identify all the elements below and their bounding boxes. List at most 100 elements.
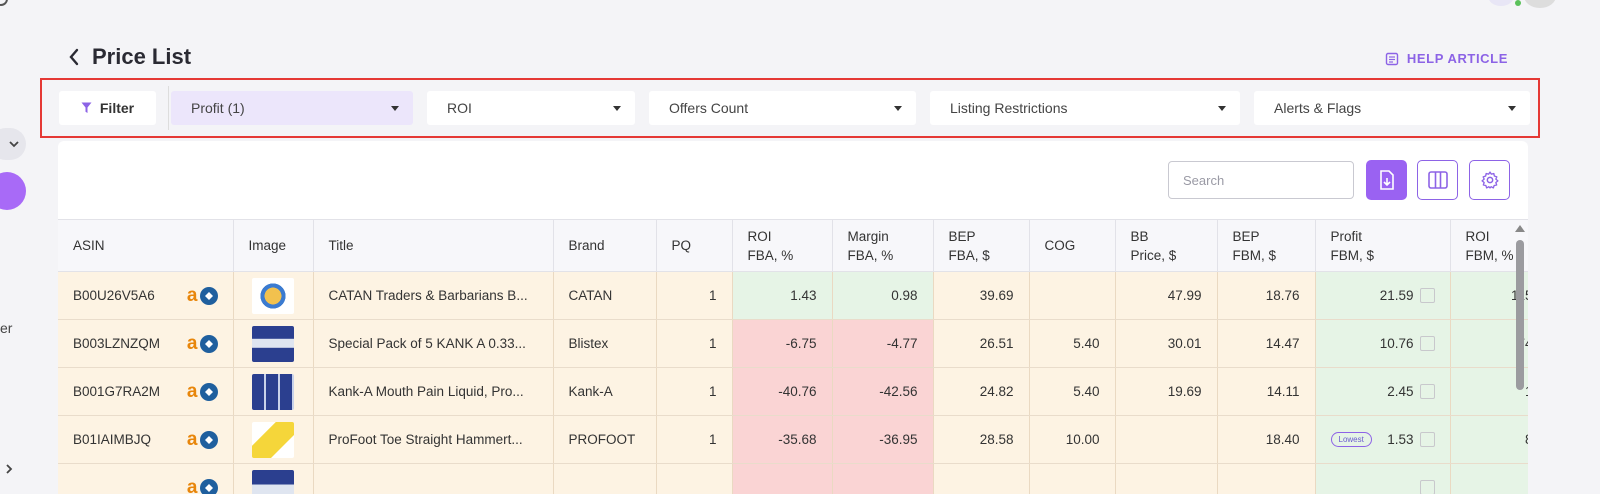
scrollbar-thumb[interactable] bbox=[1516, 240, 1524, 390]
calculator-icon[interactable] bbox=[1419, 336, 1435, 351]
image-cell[interactable] bbox=[233, 271, 314, 320]
alerts-flags-dropdown[interactable]: Alerts & Flags bbox=[1254, 91, 1530, 125]
image-cell[interactable] bbox=[233, 319, 314, 368]
dropdown-label: Listing Restrictions bbox=[950, 100, 1068, 116]
keepa-icon[interactable] bbox=[199, 286, 218, 305]
column-header-asin[interactable]: ASIN bbox=[58, 219, 234, 272]
image-cell[interactable] bbox=[233, 415, 314, 464]
column-header-title[interactable]: Title bbox=[313, 219, 554, 272]
column-header-margin-fba[interactable]: Margin FBA, % bbox=[832, 219, 934, 272]
filter-label: Filter bbox=[99, 100, 135, 116]
listing-restrictions-dropdown[interactable]: Listing Restrictions bbox=[930, 91, 1240, 125]
profit-dropdown[interactable]: Profit (1) bbox=[171, 91, 413, 125]
cog-cell[interactable]: 5.40 bbox=[1029, 367, 1116, 416]
column-header-bb-price[interactable]: BB Price, $ bbox=[1115, 219, 1218, 272]
columns-button[interactable] bbox=[1417, 160, 1458, 200]
columns-icon bbox=[1427, 171, 1448, 189]
asin-cell[interactable]: B003LZNZQM a bbox=[58, 319, 234, 368]
image-cell[interactable] bbox=[233, 367, 314, 416]
search-input[interactable] bbox=[1168, 161, 1354, 199]
calculator-icon[interactable] bbox=[1419, 432, 1435, 447]
amazon-icon[interactable]: a bbox=[186, 476, 198, 494]
amazon-icon[interactable]: a bbox=[186, 428, 198, 450]
table-row[interactable]: B01IAIMBJQ a ProFoot Toe Straight Hammert.… bbox=[58, 415, 1528, 464]
title-cell[interactable]: ProFoot Toe Straight Hammert... bbox=[313, 415, 554, 464]
roi-fbm-cell: 1 bbox=[1450, 367, 1528, 416]
asin-cell[interactable]: B00U26V5A6 a bbox=[58, 271, 234, 320]
online-status-dot bbox=[1515, 0, 1521, 6]
cog-cell[interactable] bbox=[1029, 463, 1116, 494]
filter-button[interactable]: Filter bbox=[59, 91, 156, 125]
bep-fbm-cell: 14.47 bbox=[1217, 319, 1316, 368]
product-thumbnail[interactable] bbox=[252, 469, 294, 494]
table-row[interactable]: B00U26V5A6 a CATAN Traders & Barbarians B.… bbox=[58, 271, 1528, 320]
keepa-icon[interactable] bbox=[199, 430, 218, 449]
amazon-icon[interactable]: a bbox=[186, 284, 198, 306]
asin-text[interactable]: B003LZNZQM bbox=[73, 336, 161, 351]
offers-count-dropdown[interactable]: Offers Count bbox=[649, 91, 916, 125]
sidebar-expand-button[interactable] bbox=[4, 462, 20, 478]
asin-text[interactable]: B001G7RA2M bbox=[73, 384, 161, 399]
asin-text[interactable]: B00U26V5A6 bbox=[73, 288, 155, 303]
product-thumbnail[interactable] bbox=[252, 325, 294, 362]
user-avatar-secondary[interactable] bbox=[1488, 0, 1514, 6]
download-button[interactable] bbox=[1366, 160, 1407, 200]
title-cell[interactable]: Special Pack of 5 KANK A 0.33... bbox=[313, 319, 554, 368]
help-article-link[interactable]: HELP ARTICLE bbox=[1385, 51, 1508, 66]
roi-fba-cell: 1.43 bbox=[732, 271, 833, 320]
column-header-roi-fba[interactable]: ROI FBA, % bbox=[732, 219, 833, 272]
profit-fbm-cell: 2.45 bbox=[1315, 367, 1451, 416]
title-cell[interactable]: CATAN Traders & Barbarians B... bbox=[313, 271, 554, 320]
margin-fba-cell: 0.98 bbox=[832, 271, 934, 320]
image-cell[interactable] bbox=[233, 463, 314, 494]
table-row[interactable]: B003LZNZQM a Special Pack of 5 KANK A 0.33… bbox=[58, 319, 1528, 368]
margin-fba-cell bbox=[832, 463, 934, 494]
bb-price-cell: 19.69 bbox=[1115, 367, 1218, 416]
filter-bar: Filter Profit (1) ROI Offers Count Listi… bbox=[40, 78, 1540, 138]
brand-cell: Blistex bbox=[553, 319, 657, 368]
sidebar-item-label[interactable]: er bbox=[0, 320, 13, 336]
asin-cell[interactable]: B01IAIMBJQ a bbox=[58, 415, 234, 464]
cog-cell[interactable]: 5.40 bbox=[1029, 319, 1116, 368]
column-header-image[interactable]: Image bbox=[233, 219, 314, 272]
asin-text[interactable]: B01IAIMBJQ bbox=[73, 432, 152, 447]
product-thumbnail[interactable] bbox=[252, 373, 294, 410]
header-label: BB bbox=[1130, 228, 1149, 244]
roi-dropdown[interactable]: ROI bbox=[427, 91, 635, 125]
title-cell[interactable] bbox=[313, 463, 554, 494]
bb-price-cell: 47.99 bbox=[1115, 271, 1218, 320]
user-avatar[interactable] bbox=[1524, 0, 1556, 8]
product-thumbnail[interactable] bbox=[252, 421, 294, 458]
settings-button[interactable] bbox=[1469, 160, 1510, 200]
sidebar-collapse-button[interactable] bbox=[0, 128, 26, 160]
column-header-pq[interactable]: PQ bbox=[656, 219, 733, 272]
asin-cell[interactable]: B001G7RA2M a bbox=[58, 367, 234, 416]
back-arrow-icon[interactable] bbox=[68, 47, 82, 67]
roi-fbm-cell bbox=[1450, 463, 1528, 494]
dropdown-label: Profit (1) bbox=[191, 100, 245, 116]
table-row[interactable]: B001G7RA2M a Kank-A Mouth Pain Liquid, Pro… bbox=[58, 367, 1528, 416]
calculator-icon[interactable] bbox=[1419, 480, 1435, 494]
keepa-icon[interactable] bbox=[199, 334, 218, 353]
asin-cell[interactable]: a bbox=[58, 463, 234, 494]
column-header-bep-fba[interactable]: BEP FBA, $ bbox=[933, 219, 1030, 272]
calculator-icon[interactable] bbox=[1419, 384, 1435, 399]
keepa-icon[interactable] bbox=[199, 478, 218, 494]
vertical-scrollbar[interactable] bbox=[1515, 225, 1525, 494]
sidebar-active-item[interactable] bbox=[0, 172, 26, 210]
amazon-icon[interactable]: a bbox=[186, 332, 198, 354]
column-header-cog[interactable]: COG bbox=[1029, 219, 1116, 272]
amazon-icon[interactable]: a bbox=[186, 380, 198, 402]
column-header-profit-fbm[interactable]: Profit FBM, $ bbox=[1315, 219, 1451, 272]
table-header-row: ASIN Image Title Brand PQ ROI FBA, % Marg… bbox=[58, 219, 1528, 272]
table-row[interactable]: a bbox=[58, 463, 1528, 494]
keepa-icon[interactable] bbox=[199, 382, 218, 401]
column-header-brand[interactable]: Brand bbox=[553, 219, 657, 272]
calculator-icon[interactable] bbox=[1419, 288, 1435, 303]
column-header-bep-fbm[interactable]: BEP FBM, $ bbox=[1217, 219, 1316, 272]
product-thumbnail[interactable] bbox=[252, 277, 294, 314]
cog-cell[interactable]: 10.00 bbox=[1029, 415, 1116, 464]
title-cell[interactable]: Kank-A Mouth Pain Liquid, Pro... bbox=[313, 367, 554, 416]
cog-cell[interactable] bbox=[1029, 271, 1116, 320]
scroll-up-icon[interactable] bbox=[1515, 225, 1525, 232]
